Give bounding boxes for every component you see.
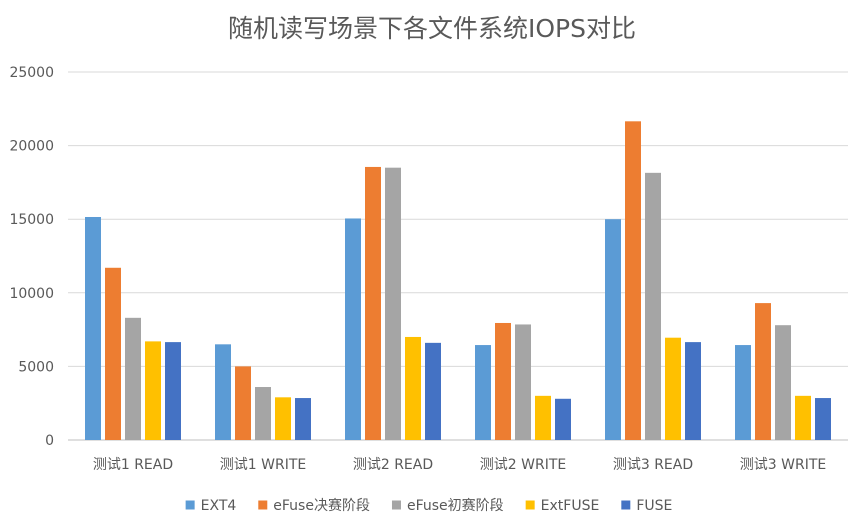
bar [815,398,831,440]
legend-swatch [525,500,535,510]
bar [475,345,491,440]
bar [105,267,121,440]
legend-swatch [621,500,631,510]
bar [295,398,311,440]
x-tick-label: 测试3 READ [613,457,693,473]
bar [405,336,421,440]
x-tick-label: 测试2 WRITE [480,457,566,473]
legend-label: eFuse初赛阶段 [407,497,504,514]
bar [145,341,161,440]
bar [755,303,771,440]
y-tick-label: 15000 [9,212,54,228]
bar [665,337,681,440]
bar [555,398,571,440]
bar [385,167,401,440]
bar [605,219,621,440]
bar [345,218,361,440]
x-tick-label: 测试1 WRITE [220,457,306,473]
bar [625,121,641,440]
legend-label: EXT4 [201,498,237,514]
bar [425,342,441,440]
bar [495,322,511,440]
legend-swatch [258,500,268,510]
y-tick-label: 5000 [18,359,54,375]
bar [685,342,701,440]
y-tick-label: 25000 [9,65,54,81]
x-axis: 测试1 READ 测试1 WRITE 测试2 READ 测试2 WRITE 测试3 RE… [93,457,826,473]
bar [535,395,551,440]
legend-label: FUSE [636,498,672,514]
legend-label: ExtFUSE [541,498,600,514]
bar [515,324,531,440]
legend-swatch [185,500,195,510]
legend: EXT4 eFuse决赛阶段 eFuse初赛阶段 ExtFUSE FUSE [185,497,672,514]
bar [165,342,181,440]
bar [85,216,101,440]
y-tick-label: 20000 [9,139,54,155]
bar [275,397,291,440]
chart-title: 随机读写场景下各文件系统IOPS对比 [228,14,636,43]
bar [645,172,661,440]
bars [85,121,831,440]
bar [775,325,791,440]
legend-label: eFuse决赛阶段 [273,498,370,514]
x-tick-label: 测试2 READ [353,457,433,473]
legend-swatch [391,500,401,510]
bar [735,345,751,440]
bar [795,395,811,440]
bar [235,366,251,440]
bar [125,317,141,440]
y-tick-label: 10000 [9,286,54,302]
x-tick-label: 测试3 WRITE [740,457,826,473]
y-axis: 0 5000 10000 15000 20000 25000 [9,65,54,449]
bar [365,166,381,440]
gridlines [68,71,848,441]
y-tick-label: 0 [45,433,54,449]
bar [215,344,231,440]
x-tick-label: 测试1 READ [93,457,173,473]
bar [255,387,271,440]
